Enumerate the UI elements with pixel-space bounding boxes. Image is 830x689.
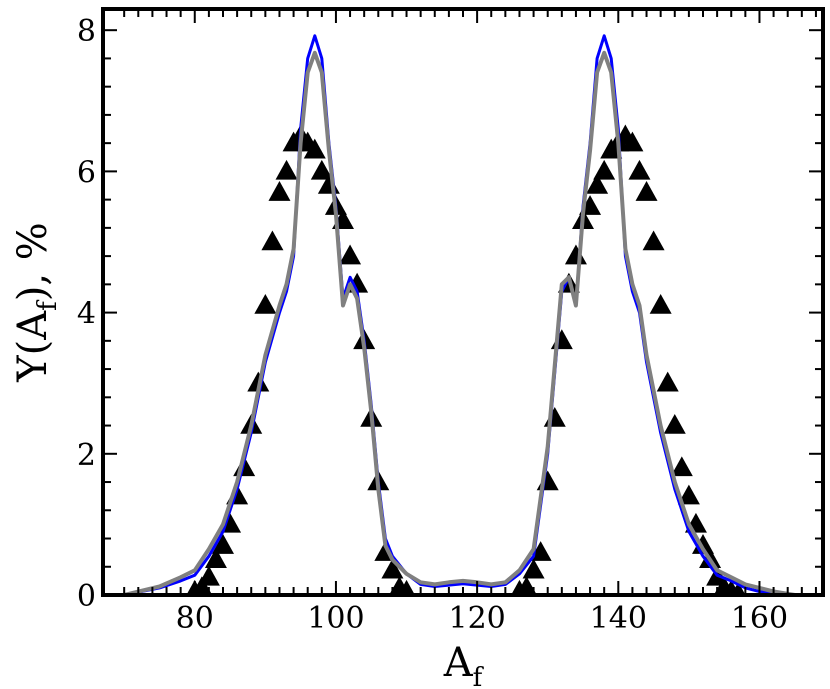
x-tick-label: 100 <box>307 601 364 636</box>
triangle-marker <box>197 565 220 586</box>
triangle-marker <box>254 293 277 314</box>
triangle-marker <box>275 159 298 180</box>
triangle-marker <box>550 329 573 350</box>
y-axis-title: Y(Af), % <box>10 222 63 383</box>
y-tick-label: 6 <box>77 155 96 190</box>
y-tick-label: 2 <box>77 438 96 473</box>
triangle-marker <box>381 558 404 579</box>
triangle-marker <box>204 548 227 568</box>
triangle-marker <box>635 181 658 201</box>
triangle-marker <box>191 576 213 595</box>
triangle-marker <box>731 582 746 595</box>
triangle-marker <box>586 173 609 194</box>
triangle-marker <box>677 484 700 505</box>
triangle-marker <box>310 159 333 180</box>
y-tick-label: 0 <box>77 579 96 614</box>
plot-frame <box>101 7 825 597</box>
x-tick-label: 120 <box>448 601 505 636</box>
triangle-marker <box>663 414 686 434</box>
triangle-marker <box>536 470 559 491</box>
triangle-marker <box>543 406 566 427</box>
triangle-marker <box>564 244 587 265</box>
y-tick-label: 4 <box>77 297 96 332</box>
x-tick-label: 80 <box>176 601 214 636</box>
triangle-marker <box>656 371 679 392</box>
x-axis-title: Af <box>443 640 485 689</box>
y-tick-label: 8 <box>77 14 96 49</box>
triangle-marker <box>303 138 326 159</box>
triangle-marker <box>670 456 693 477</box>
triangle-marker <box>268 181 291 201</box>
axis-ticks: 80 100 120 140 160 0 2 4 6 8 <box>77 9 823 636</box>
plot-area <box>123 34 823 595</box>
triangle-marker <box>628 159 651 180</box>
triangle-marker <box>261 230 284 251</box>
triangle-marker <box>642 230 665 251</box>
gray-series-line <box>123 50 823 595</box>
x-tick-label: 140 <box>590 601 647 636</box>
triangle-marker <box>212 534 234 554</box>
triangle-marker <box>649 293 672 314</box>
triangle-marker <box>522 558 545 579</box>
triangle-marker <box>621 131 644 152</box>
triangle-marker <box>339 244 362 265</box>
triangle-marker <box>593 159 616 180</box>
x-tick-label: 160 <box>731 601 788 636</box>
triangle-marker <box>516 576 537 595</box>
